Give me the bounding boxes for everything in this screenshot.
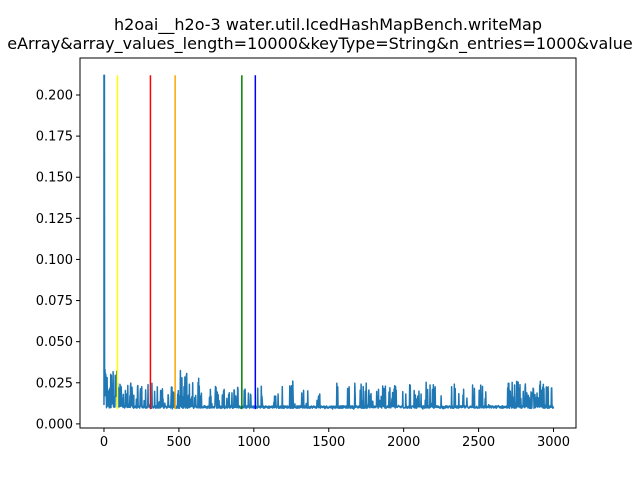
y-tick-label: 0.075 <box>36 294 73 309</box>
y-tick-label: 0.025 <box>36 376 73 391</box>
y-tick-label: 0.050 <box>36 335 73 350</box>
plot-frame <box>79 57 577 429</box>
y-tick-label: 0.125 <box>36 212 73 227</box>
x-tick-label: 0 <box>100 435 108 450</box>
x-tick-label: 1500 <box>312 435 345 450</box>
chart-title-line-2: eArray&array_values_length=10000&keyType… <box>7 34 633 53</box>
y-tick-label: 0.000 <box>36 417 73 432</box>
x-tick-label: 1000 <box>237 435 270 450</box>
x-tick-label: 2000 <box>387 435 420 450</box>
x-tick-label: 500 <box>166 435 191 450</box>
y-tick-label: 0.175 <box>36 130 73 145</box>
series-line <box>103 74 555 410</box>
y-tick-label: 0.150 <box>36 171 73 186</box>
y-tick-label: 0.100 <box>36 253 73 268</box>
chart-title-line-1: h2oai__h2o-3 water.util.IcedHashMapBench… <box>114 15 542 34</box>
x-tick-label: 2500 <box>462 435 495 450</box>
y-tick-label: 0.200 <box>36 89 73 104</box>
x-tick-label: 3000 <box>537 435 570 450</box>
